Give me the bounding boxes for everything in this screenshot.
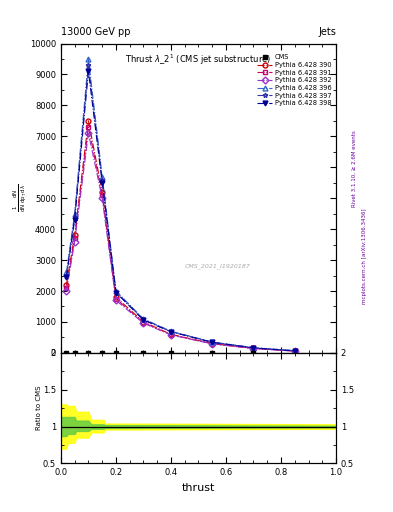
Pythia 6.428 398 (72, 217, 77, 223)
Pythia 6.428 397 (210, 339, 215, 345)
Pythia 6.428 391 (210, 340, 215, 347)
Text: 13000 GeV pp: 13000 GeV pp (61, 27, 130, 37)
Y-axis label: Ratio to CMS: Ratio to CMS (35, 386, 42, 431)
Pythia 6.428 398 (64, 274, 69, 280)
Pythia 6.428 390 (114, 294, 118, 300)
CMS (141, 350, 146, 356)
Pythia 6.428 398 (100, 180, 105, 186)
Pythia 6.428 396 (114, 288, 118, 294)
Line: Pythia 6.428 398: Pythia 6.428 398 (64, 69, 297, 353)
Pythia 6.428 391 (251, 345, 256, 351)
Pythia 6.428 396 (64, 269, 69, 275)
CMS (72, 350, 77, 356)
Pythia 6.428 390 (64, 282, 69, 288)
CMS (251, 350, 256, 356)
Line: Pythia 6.428 391: Pythia 6.428 391 (64, 124, 297, 353)
Pythia 6.428 390 (72, 232, 77, 239)
Pythia 6.428 392 (72, 239, 77, 245)
Pythia 6.428 392 (64, 288, 69, 294)
Line: Pythia 6.428 392: Pythia 6.428 392 (64, 131, 297, 354)
Text: mcplots.cern.ch [arXiv:1306.3436]: mcplots.cern.ch [arXiv:1306.3436] (362, 208, 367, 304)
Pythia 6.428 391 (64, 285, 69, 291)
Pythia 6.428 390 (141, 319, 146, 325)
Pythia 6.428 396 (86, 56, 91, 62)
Pythia 6.428 396 (169, 328, 173, 334)
CMS (114, 350, 118, 356)
Legend: CMS, Pythia 6.428 390, Pythia 6.428 391, Pythia 6.428 392, Pythia 6.428 396, Pyt: CMS, Pythia 6.428 390, Pythia 6.428 391,… (256, 53, 333, 108)
Text: Thrust $\lambda\_2^1$ (CMS jet substructure): Thrust $\lambda\_2^1$ (CMS jet substruct… (125, 53, 272, 67)
Pythia 6.428 390 (292, 348, 297, 354)
Pythia 6.428 391 (169, 332, 173, 338)
Y-axis label: $\mathdefault{\frac{1}{\mathrm{d}N}\,\frac{\mathrm{d}N}{\mathrm{d}p_\mathrm{T}\,: $\mathdefault{\frac{1}{\mathrm{d}N}\,\fr… (11, 184, 28, 212)
Pythia 6.428 397 (72, 214, 77, 220)
Pythia 6.428 398 (141, 317, 146, 323)
Pythia 6.428 391 (114, 295, 118, 302)
CMS (64, 350, 69, 356)
Pythia 6.428 397 (114, 289, 118, 295)
CMS (100, 350, 105, 356)
Pythia 6.428 398 (210, 339, 215, 346)
Pythia 6.428 392 (141, 320, 146, 326)
Text: Jets: Jets (318, 27, 336, 37)
Pythia 6.428 390 (169, 331, 173, 337)
Pythia 6.428 398 (292, 348, 297, 354)
Pythia 6.428 397 (86, 62, 91, 68)
Text: CMS_2021_I1920187: CMS_2021_I1920187 (185, 263, 251, 269)
Pythia 6.428 398 (114, 289, 118, 295)
Pythia 6.428 392 (100, 195, 105, 201)
Pythia 6.428 392 (114, 297, 118, 303)
CMS (169, 350, 173, 356)
Pythia 6.428 391 (292, 348, 297, 354)
Pythia 6.428 396 (141, 316, 146, 322)
Pythia 6.428 390 (86, 118, 91, 124)
Pythia 6.428 390 (100, 189, 105, 195)
Pythia 6.428 396 (251, 345, 256, 351)
Pythia 6.428 398 (86, 68, 91, 74)
Pythia 6.428 397 (64, 272, 69, 279)
Pythia 6.428 390 (251, 345, 256, 351)
Pythia 6.428 398 (169, 329, 173, 335)
Pythia 6.428 398 (251, 345, 256, 351)
Pythia 6.428 396 (100, 174, 105, 180)
Pythia 6.428 392 (251, 346, 256, 352)
X-axis label: thrust: thrust (182, 483, 215, 493)
Pythia 6.428 390 (210, 340, 215, 347)
Pythia 6.428 392 (169, 332, 173, 338)
Pythia 6.428 397 (292, 348, 297, 354)
Pythia 6.428 391 (141, 319, 146, 326)
Pythia 6.428 392 (210, 341, 215, 347)
Pythia 6.428 391 (100, 192, 105, 198)
Pythia 6.428 396 (72, 210, 77, 217)
Pythia 6.428 396 (210, 339, 215, 345)
Line: Pythia 6.428 397: Pythia 6.428 397 (64, 63, 297, 353)
Pythia 6.428 392 (292, 348, 297, 354)
CMS (210, 350, 215, 356)
Pythia 6.428 397 (251, 345, 256, 351)
Line: CMS: CMS (64, 350, 256, 355)
Pythia 6.428 397 (169, 329, 173, 335)
Pythia 6.428 391 (86, 124, 91, 130)
Text: Rivet 3.1.10, ≥ 2.6M events: Rivet 3.1.10, ≥ 2.6M events (352, 131, 357, 207)
Pythia 6.428 391 (72, 236, 77, 242)
Line: Pythia 6.428 390: Pythia 6.428 390 (64, 118, 297, 353)
Line: Pythia 6.428 396: Pythia 6.428 396 (64, 56, 297, 353)
CMS (86, 350, 91, 356)
Pythia 6.428 392 (86, 130, 91, 136)
Pythia 6.428 397 (141, 316, 146, 323)
Pythia 6.428 396 (292, 348, 297, 354)
Pythia 6.428 397 (100, 177, 105, 183)
